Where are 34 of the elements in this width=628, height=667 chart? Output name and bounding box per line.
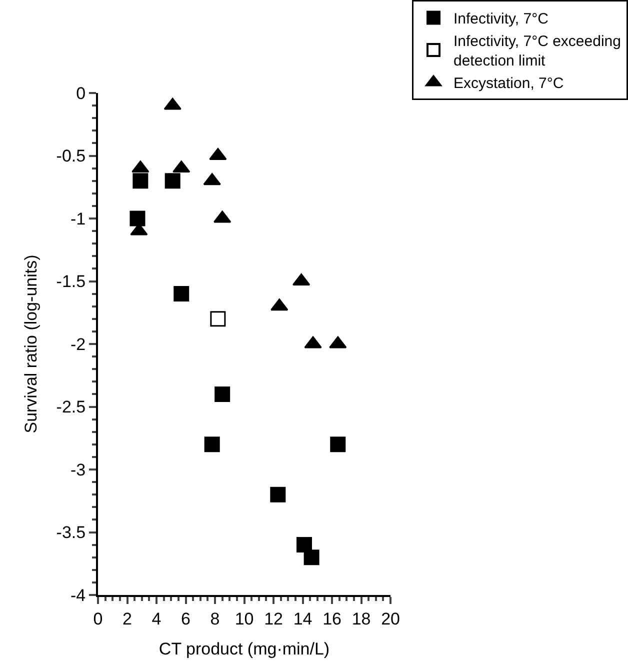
x-tick-label: 0 bbox=[93, 609, 103, 628]
x-tick-label: 14 bbox=[293, 609, 312, 628]
x-tick-label: 6 bbox=[181, 609, 190, 628]
x-tick-label: 18 bbox=[352, 609, 371, 628]
y-tick-label: 0 bbox=[76, 84, 86, 103]
x-tick-label: 20 bbox=[381, 609, 400, 628]
y-tick-label: -2 bbox=[70, 334, 86, 354]
x-axis-title: CT product (mg·min/L) bbox=[158, 639, 330, 658]
y-tick-label: -3.5 bbox=[56, 523, 86, 542]
point bbox=[304, 550, 320, 566]
x-tick-label: 10 bbox=[234, 609, 254, 628]
x-tick-label: 4 bbox=[152, 609, 162, 628]
point bbox=[130, 210, 146, 226]
x-tick-label: 16 bbox=[322, 609, 342, 628]
x-tick-label: 8 bbox=[210, 609, 220, 628]
x-tick-label: 12 bbox=[264, 609, 283, 628]
x-tick-label: 2 bbox=[122, 609, 132, 628]
legend-label: Excystation, 7°C bbox=[454, 75, 564, 92]
y-tick-label: -3 bbox=[70, 460, 86, 480]
legend-label: Infectivity, 7°C exceeding detection limit bbox=[454, 33, 621, 70]
y-tick-label: -4 bbox=[70, 586, 86, 605]
point bbox=[204, 436, 220, 452]
point bbox=[270, 486, 286, 502]
point bbox=[330, 436, 346, 452]
y-tick-label: -1 bbox=[70, 209, 86, 228]
y-axis-title: Survival ratio (log-units) bbox=[21, 254, 40, 434]
point bbox=[174, 286, 190, 302]
point bbox=[214, 386, 230, 402]
y-tick-label: -0.5 bbox=[56, 146, 86, 166]
y-tick-label: -1.5 bbox=[56, 272, 86, 292]
legend-label: Infectivity, 7°C bbox=[454, 10, 549, 28]
point bbox=[296, 537, 312, 553]
y-tick-label: -2.5 bbox=[56, 398, 86, 417]
point bbox=[210, 311, 226, 327]
